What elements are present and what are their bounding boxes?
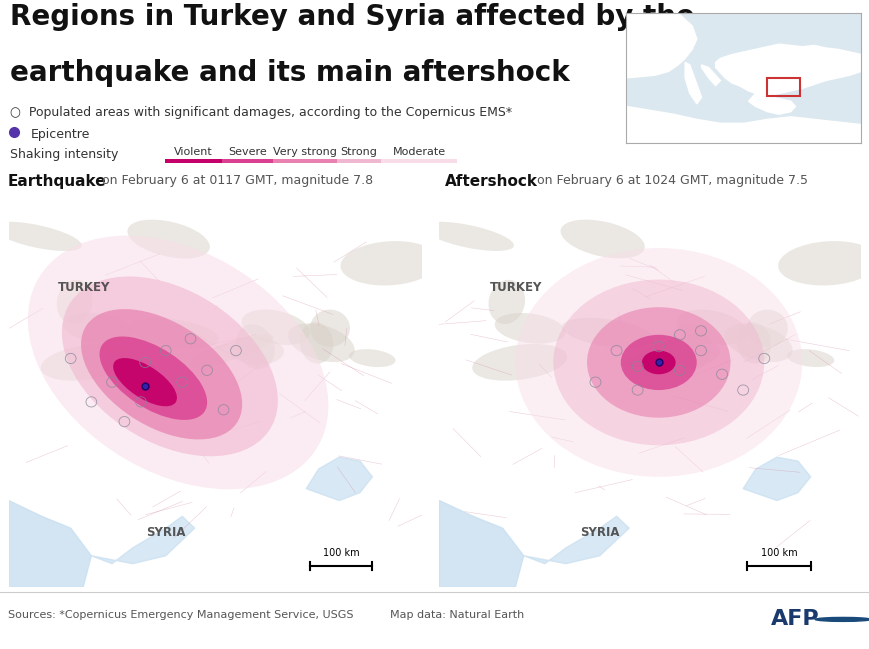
Polygon shape: [685, 62, 700, 104]
Text: Earthquake: Earthquake: [8, 173, 107, 189]
Ellipse shape: [309, 310, 349, 347]
Text: Very strong: Very strong: [273, 147, 336, 157]
Text: ○  Populated areas with significant damages, according to the Copernicus EMS*: ○ Populated areas with significant damag…: [10, 106, 511, 119]
Polygon shape: [9, 500, 91, 587]
Ellipse shape: [560, 219, 644, 258]
Ellipse shape: [300, 322, 333, 363]
Polygon shape: [626, 13, 700, 78]
Text: Moderate: Moderate: [392, 147, 445, 157]
Ellipse shape: [620, 335, 696, 390]
Bar: [165, 158, 222, 164]
Ellipse shape: [127, 219, 209, 258]
Text: AFP: AFP: [771, 609, 819, 630]
Polygon shape: [700, 65, 720, 86]
Ellipse shape: [288, 323, 355, 362]
Ellipse shape: [671, 324, 710, 369]
Bar: [766, 78, 799, 96]
Text: Strong: Strong: [340, 147, 377, 157]
Ellipse shape: [340, 241, 439, 286]
Ellipse shape: [129, 318, 219, 348]
Polygon shape: [91, 517, 195, 564]
Ellipse shape: [0, 222, 82, 251]
Text: Violent: Violent: [174, 147, 213, 157]
Ellipse shape: [488, 280, 525, 324]
Text: Epicentre: Epicentre: [30, 129, 90, 141]
Bar: [273, 158, 336, 164]
Circle shape: [814, 617, 869, 621]
Text: on February 6 at 0117 GMT, magnitude 7.8: on February 6 at 0117 GMT, magnitude 7.8: [98, 173, 373, 187]
Ellipse shape: [777, 241, 869, 286]
Ellipse shape: [676, 310, 746, 345]
Ellipse shape: [28, 236, 328, 489]
Bar: [381, 158, 457, 164]
Ellipse shape: [587, 307, 730, 418]
Polygon shape: [742, 457, 810, 500]
Text: SYRIA: SYRIA: [146, 526, 185, 539]
Ellipse shape: [230, 337, 283, 365]
Ellipse shape: [561, 318, 653, 348]
Ellipse shape: [641, 350, 675, 374]
Text: Map data: Natural Earth: Map data: Natural Earth: [389, 610, 524, 620]
Polygon shape: [523, 517, 628, 564]
Ellipse shape: [113, 358, 176, 406]
Ellipse shape: [736, 322, 770, 363]
Ellipse shape: [786, 349, 833, 367]
Text: SYRIA: SYRIA: [580, 526, 619, 539]
Ellipse shape: [62, 276, 277, 456]
Ellipse shape: [235, 324, 275, 369]
Ellipse shape: [665, 337, 720, 365]
Bar: [336, 158, 381, 164]
Text: Regions in Turkey and Syria affected by the: Regions in Turkey and Syria affected by …: [10, 3, 693, 31]
Text: Sources: *Copernicus Emergency Management Service, USGS: Sources: *Copernicus Emergency Managemen…: [8, 610, 353, 620]
Ellipse shape: [422, 222, 514, 251]
Ellipse shape: [514, 248, 801, 477]
Text: TURKEY: TURKEY: [489, 281, 541, 294]
Ellipse shape: [242, 310, 309, 345]
Ellipse shape: [623, 334, 709, 367]
Ellipse shape: [472, 344, 567, 381]
Ellipse shape: [99, 336, 207, 420]
Text: Aftershock: Aftershock: [444, 173, 537, 189]
Ellipse shape: [41, 344, 134, 381]
Ellipse shape: [56, 280, 93, 324]
Ellipse shape: [63, 313, 132, 343]
Text: TURKEY: TURKEY: [58, 281, 110, 294]
Text: Severe: Severe: [228, 147, 267, 157]
Ellipse shape: [724, 323, 792, 362]
Polygon shape: [747, 93, 794, 114]
Text: earthquake and its main aftershock: earthquake and its main aftershock: [10, 59, 568, 87]
Ellipse shape: [553, 280, 763, 445]
Ellipse shape: [494, 313, 565, 343]
Text: 100 km: 100 km: [760, 548, 796, 557]
Text: on February 6 at 1024 GMT, magnitude 7.5: on February 6 at 1024 GMT, magnitude 7.5: [533, 173, 807, 187]
Ellipse shape: [348, 349, 395, 367]
Polygon shape: [626, 106, 860, 143]
Ellipse shape: [81, 309, 242, 439]
Polygon shape: [306, 457, 372, 500]
Text: 100 km: 100 km: [322, 548, 359, 557]
Polygon shape: [439, 500, 523, 587]
Text: Shaking intensity: Shaking intensity: [10, 149, 118, 162]
Ellipse shape: [746, 310, 787, 347]
Polygon shape: [715, 44, 860, 96]
Bar: [222, 158, 273, 164]
Ellipse shape: [189, 334, 273, 367]
